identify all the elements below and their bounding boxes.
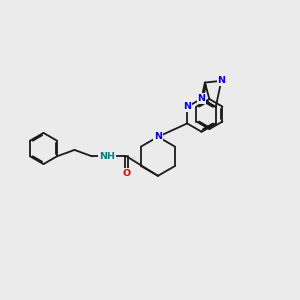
Text: N: N xyxy=(183,102,191,111)
Text: N: N xyxy=(197,94,206,103)
Text: NH: NH xyxy=(99,152,115,161)
Text: N: N xyxy=(217,76,225,85)
Text: N: N xyxy=(154,132,162,141)
Text: O: O xyxy=(122,169,130,178)
